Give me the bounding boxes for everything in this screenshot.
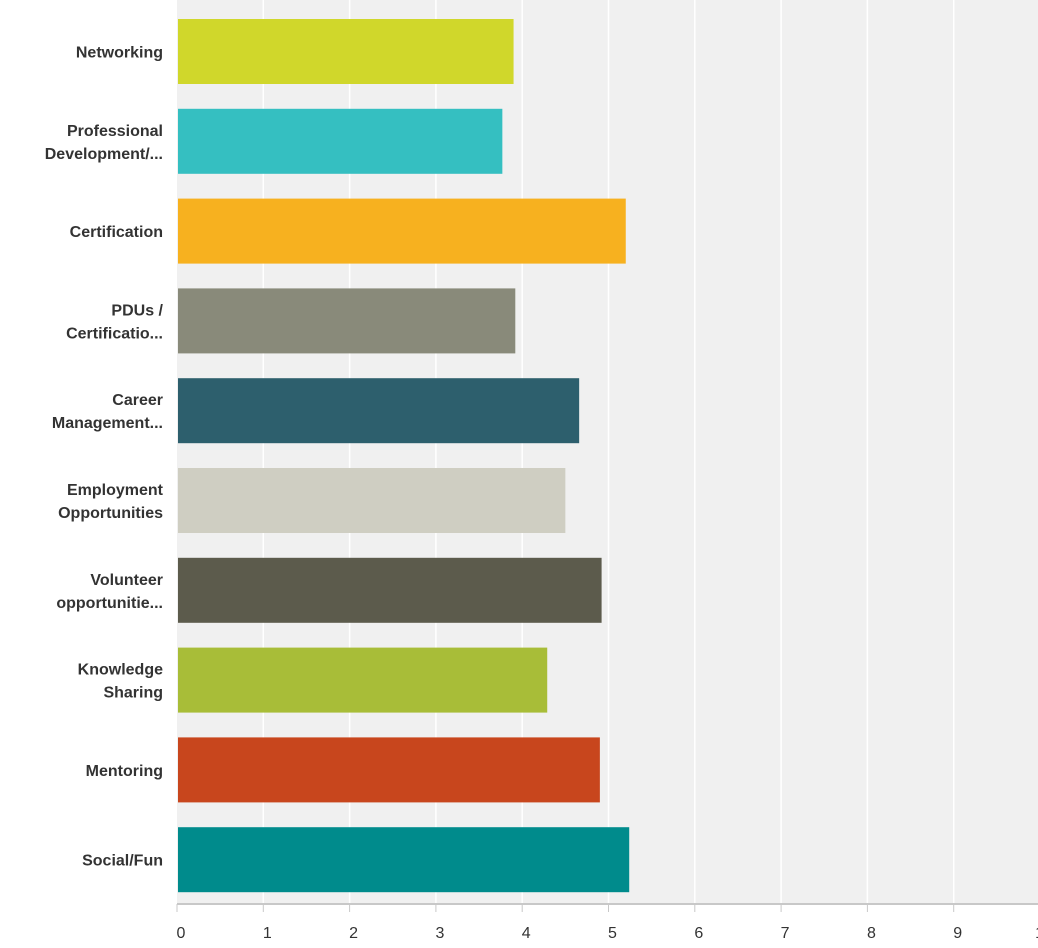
category-label: Mentoring (86, 763, 163, 780)
category-label: Certificatio... (66, 325, 163, 342)
x-tick-label: 2 (349, 925, 358, 942)
category-label: Networking (76, 45, 163, 62)
category-label: Management... (52, 415, 163, 432)
x-tick-label: 4 (522, 925, 531, 942)
bar (178, 468, 566, 533)
x-tick-label: 6 (694, 925, 703, 942)
bar (178, 288, 516, 354)
x-tick-label: 5 (608, 925, 617, 942)
x-tick-label: 1 (263, 925, 272, 942)
category-label: Sharing (103, 685, 163, 702)
category-label: Social/Fun (82, 853, 163, 870)
category-label: Employment (67, 482, 164, 499)
bar (178, 647, 548, 713)
x-tick-label: 9 (953, 925, 962, 942)
category-label: Development/... (45, 146, 163, 163)
category-label: Career (112, 392, 163, 409)
category-label: Opportunities (58, 505, 163, 522)
category-label: Knowledge (78, 662, 163, 679)
bar (178, 378, 580, 444)
x-tick-labels: 0 1 2 3 4 5 6 7 8 9 10 (176, 904, 1038, 942)
bar (178, 108, 503, 174)
bar (178, 198, 626, 264)
x-tick-label: 0 (177, 925, 186, 942)
x-tick-label: 7 (781, 925, 790, 942)
category-label: PDUs / (111, 302, 163, 319)
bar (178, 557, 602, 623)
category-label: Professional (67, 123, 163, 140)
x-tick-label: 10 (1035, 925, 1038, 942)
bar (178, 19, 514, 84)
category-label: Volunteer (90, 572, 163, 589)
category-labels: Networking Professional Development/... Cer… (45, 45, 164, 870)
category-label: Certification (70, 224, 163, 241)
bars (178, 19, 630, 893)
bar (178, 827, 630, 893)
x-tick-label: 3 (435, 925, 444, 942)
category-label: opportunitie... (56, 595, 163, 612)
bar (178, 737, 600, 803)
x-tick-label: 8 (867, 925, 876, 942)
